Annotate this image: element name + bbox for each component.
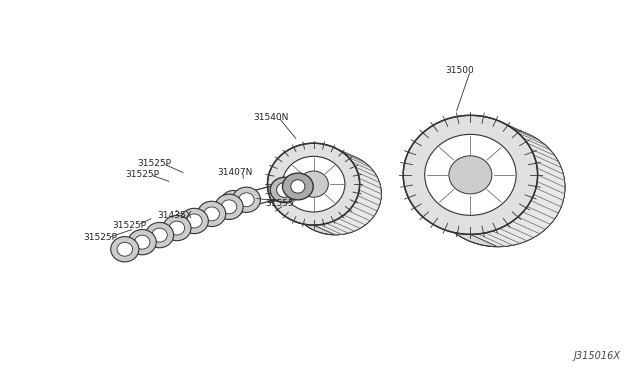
Ellipse shape <box>282 173 313 200</box>
Polygon shape <box>314 143 381 235</box>
Ellipse shape <box>220 190 246 216</box>
Text: 31555: 31555 <box>266 199 294 208</box>
Text: 31525P: 31525P <box>112 221 146 230</box>
Ellipse shape <box>169 221 185 235</box>
Ellipse shape <box>117 242 132 256</box>
Ellipse shape <box>431 128 565 247</box>
Text: 31435X: 31435X <box>157 211 191 220</box>
Ellipse shape <box>276 183 292 198</box>
Ellipse shape <box>215 194 243 219</box>
Ellipse shape <box>180 208 209 234</box>
Ellipse shape <box>425 134 516 215</box>
Text: 31525P: 31525P <box>138 159 172 168</box>
Ellipse shape <box>282 156 345 212</box>
Ellipse shape <box>268 143 360 225</box>
Text: 31500: 31500 <box>445 66 474 75</box>
Ellipse shape <box>204 207 220 221</box>
Ellipse shape <box>152 228 167 242</box>
Ellipse shape <box>270 177 299 203</box>
Ellipse shape <box>111 237 139 262</box>
Ellipse shape <box>145 222 173 248</box>
Ellipse shape <box>221 200 237 214</box>
Ellipse shape <box>134 235 150 249</box>
Ellipse shape <box>163 215 191 241</box>
Ellipse shape <box>289 153 381 235</box>
Ellipse shape <box>403 115 538 234</box>
Text: 31525P: 31525P <box>83 233 117 242</box>
Ellipse shape <box>198 201 226 227</box>
Text: J315016X: J315016X <box>574 351 621 361</box>
Ellipse shape <box>239 193 254 207</box>
Ellipse shape <box>232 187 260 212</box>
Text: 31407N: 31407N <box>218 168 253 177</box>
Text: 31540N: 31540N <box>253 113 288 122</box>
Ellipse shape <box>128 230 156 255</box>
Ellipse shape <box>449 156 492 194</box>
Text: 31525P: 31525P <box>125 170 159 179</box>
Polygon shape <box>470 115 565 247</box>
Ellipse shape <box>291 180 305 193</box>
Ellipse shape <box>299 171 328 197</box>
Ellipse shape <box>186 214 202 228</box>
